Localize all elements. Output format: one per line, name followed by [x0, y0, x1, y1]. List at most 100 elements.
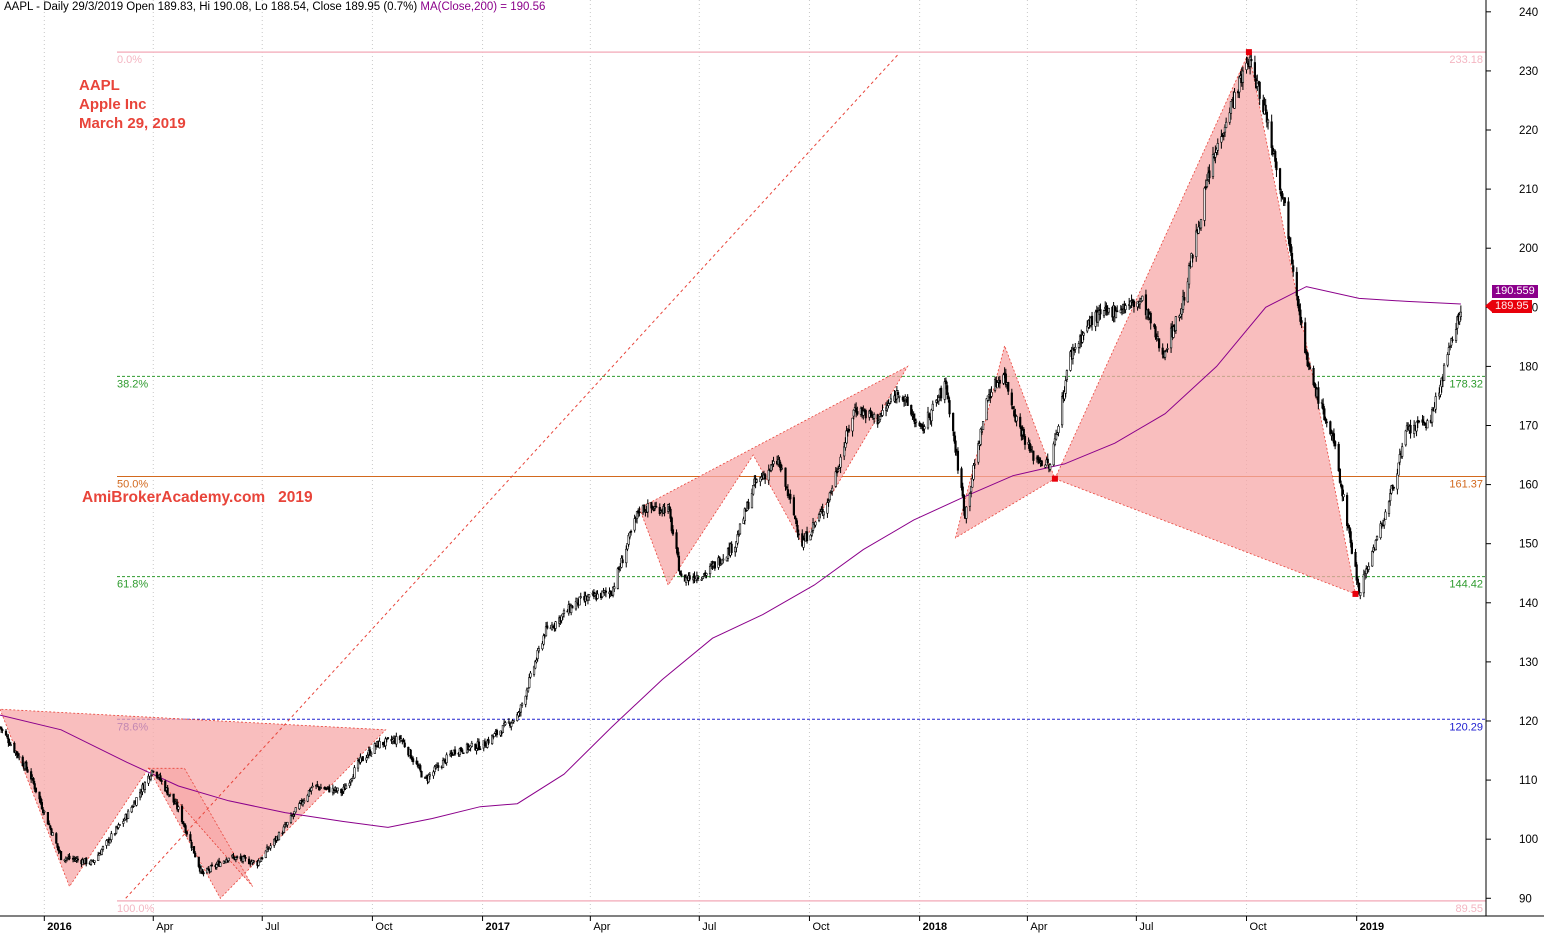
bar-body — [542, 635, 545, 645]
price-bar — [1384, 509, 1387, 521]
bar-body — [1258, 82, 1261, 99]
bar-body — [227, 857, 230, 861]
bar-body — [633, 518, 636, 531]
bar-body — [954, 440, 957, 453]
bar-body — [47, 823, 51, 826]
bar-body — [160, 780, 163, 782]
price-bar — [491, 734, 494, 745]
bar-body — [990, 391, 993, 397]
bar-body — [403, 742, 406, 748]
price-bar — [525, 687, 528, 700]
bar-body — [57, 846, 60, 852]
price-bar — [180, 804, 184, 824]
bar-body — [1426, 420, 1429, 429]
bar-body — [437, 765, 440, 768]
bar-body — [1334, 441, 1337, 447]
price-bar — [1313, 382, 1316, 388]
price-bar — [671, 525, 675, 536]
bar-body — [1356, 578, 1359, 584]
bar-body — [940, 387, 943, 399]
bar-body — [996, 382, 999, 389]
annotation-company: Apple Inc — [79, 96, 147, 113]
bar-body — [420, 770, 423, 778]
bar-body — [336, 787, 339, 792]
price-bar — [1308, 363, 1312, 370]
bar-body — [971, 477, 974, 488]
bar-body — [772, 460, 775, 465]
bar-body — [970, 486, 973, 493]
price-bar — [1446, 352, 1449, 368]
price-bar — [56, 843, 59, 851]
price-bar — [793, 515, 797, 520]
bar-body — [764, 474, 767, 480]
price-bar — [303, 797, 306, 804]
price-bar — [625, 545, 628, 568]
bar-body — [972, 465, 975, 480]
price-bar — [926, 406, 930, 430]
y-tick-label: 230 — [1519, 66, 1538, 78]
bar-body — [306, 794, 309, 802]
price-bar — [940, 385, 943, 402]
x-tick-label: Apr — [593, 921, 610, 933]
price-bar — [968, 492, 972, 512]
bar-body — [526, 687, 530, 692]
price-bar — [1, 728, 4, 734]
bar-body — [918, 422, 921, 426]
price-bar — [796, 520, 799, 538]
price-bar — [428, 771, 431, 780]
bar-body — [655, 506, 658, 508]
y-tick-label: 140 — [1519, 598, 1538, 610]
price-bar — [1345, 492, 1349, 531]
price-bar — [888, 402, 891, 405]
price-bar — [1220, 129, 1223, 149]
price-bar — [21, 755, 24, 767]
price-bar — [1253, 55, 1256, 82]
price-bar — [461, 748, 464, 754]
bar-body — [923, 426, 926, 430]
price-bar — [172, 793, 175, 806]
bar-body — [1300, 320, 1303, 323]
price-bar — [613, 582, 616, 592]
bar-body — [562, 610, 566, 614]
price-bar — [1015, 415, 1018, 427]
x-tick-label: Oct — [375, 921, 392, 933]
price-bar — [1334, 440, 1337, 450]
price-bar — [1379, 520, 1382, 540]
annotation-date: March 29, 2019 — [79, 115, 186, 132]
price-bar — [845, 425, 848, 445]
price-bar — [629, 529, 633, 536]
price-bar — [0, 726, 3, 733]
ma-line — [0, 286, 1461, 828]
bar-body — [961, 486, 964, 497]
bar-body — [1401, 446, 1404, 457]
bar-body — [944, 380, 948, 385]
bar-body — [46, 811, 49, 825]
price-bar — [1166, 343, 1169, 353]
x-tick-label: Oct — [1250, 921, 1267, 933]
bar-body — [981, 421, 985, 431]
price-bar — [47, 820, 51, 826]
price-bar — [1082, 331, 1085, 341]
x-tick-label: 2017 — [486, 921, 510, 933]
bar-body — [1229, 101, 1233, 114]
price-bar — [784, 467, 787, 491]
bar-body — [483, 741, 487, 747]
price-bar — [164, 779, 167, 792]
price-bar — [1434, 392, 1437, 414]
bar-body — [257, 860, 260, 866]
bar-body — [737, 534, 740, 537]
price-bar — [979, 427, 982, 447]
bar-body — [677, 555, 681, 572]
price-bar — [477, 738, 481, 751]
price-bar — [1132, 299, 1136, 313]
bar-body — [9, 744, 12, 746]
bar-body — [919, 425, 922, 427]
bar-body — [888, 402, 891, 405]
bar-body — [85, 857, 88, 865]
price-bar — [536, 647, 539, 662]
bar-body — [979, 428, 982, 445]
price-bar — [1387, 500, 1391, 517]
price-bar — [928, 412, 931, 420]
pivot-markers — [1051, 49, 1359, 597]
price-bar — [541, 641, 544, 651]
